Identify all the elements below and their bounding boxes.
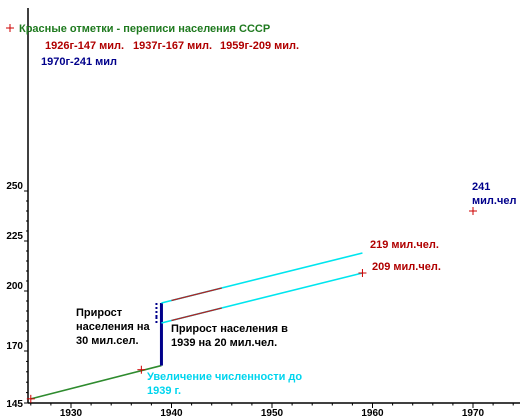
y-tick-label: 225 — [6, 231, 23, 242]
legend: Красные отметки - переписи населения ССС… — [6, 23, 299, 68]
census-marker — [26, 394, 35, 403]
y-tick-label: 145 — [6, 399, 23, 410]
x-tick-label: 1970 — [462, 408, 485, 418]
overlay-lower — [171, 307, 222, 322]
series-lines — [30, 252, 363, 400]
label-219: 219 мил.чел. — [370, 239, 439, 251]
x-tick-label: 1960 — [361, 408, 384, 418]
legend-census-1926: 1926г-147 мил. — [45, 40, 124, 52]
series-growth-to-1939 — [30, 364, 162, 400]
legend-census-1937: 1937г-167 мил. — [133, 40, 212, 52]
increase-1939-line-2: 1939 г. — [147, 385, 181, 397]
y-tick-label: 250 — [6, 181, 23, 192]
census-marker — [137, 365, 146, 374]
y-tick-label: 200 — [6, 281, 23, 292]
x-tick-label: 1940 — [160, 408, 183, 418]
label-241-number: 241 — [472, 181, 490, 193]
label-241-unit: мил.чел — [472, 195, 516, 207]
gain-30-line-1: Прирост — [76, 307, 123, 319]
legend-plus-icon — [6, 24, 14, 32]
legend-title: Красные отметки - переписи населения ССС… — [19, 23, 270, 35]
label-209: 209 мил.чел. — [372, 261, 441, 273]
increase-1939-line-1: Увеличение численности до — [147, 371, 302, 383]
legend-census-1970: 1970г-241 мил — [41, 56, 117, 68]
gain-20-line-2: 1939 на 20 мил.чел. — [171, 337, 277, 349]
x-tick-label: 1930 — [60, 408, 83, 418]
legend-plus-marker — [6, 24, 14, 32]
x-tick-label: 1950 — [261, 408, 284, 418]
gain-30-line-3: 30 мил.сел. — [76, 335, 139, 347]
census-markers — [26, 207, 477, 403]
gain-20-line-1: Прирост населения в — [171, 323, 288, 335]
census-marker — [469, 207, 477, 215]
census-marker — [358, 269, 367, 277]
y-tick-label: 170 — [6, 341, 23, 352]
legend-census-1959: 1959г-209 мил. — [220, 40, 299, 52]
annotations: 219 мил.чел. 209 мил.чел. 241 мил.чел Пр… — [76, 181, 516, 397]
overlay-upper — [171, 287, 222, 302]
gain-30-line-2: населения на — [76, 321, 150, 333]
tick-marks: 1930 1940 1950 1960 1970 145 170 200 225 250 — [6, 181, 514, 418]
axes — [27, 8, 520, 404]
